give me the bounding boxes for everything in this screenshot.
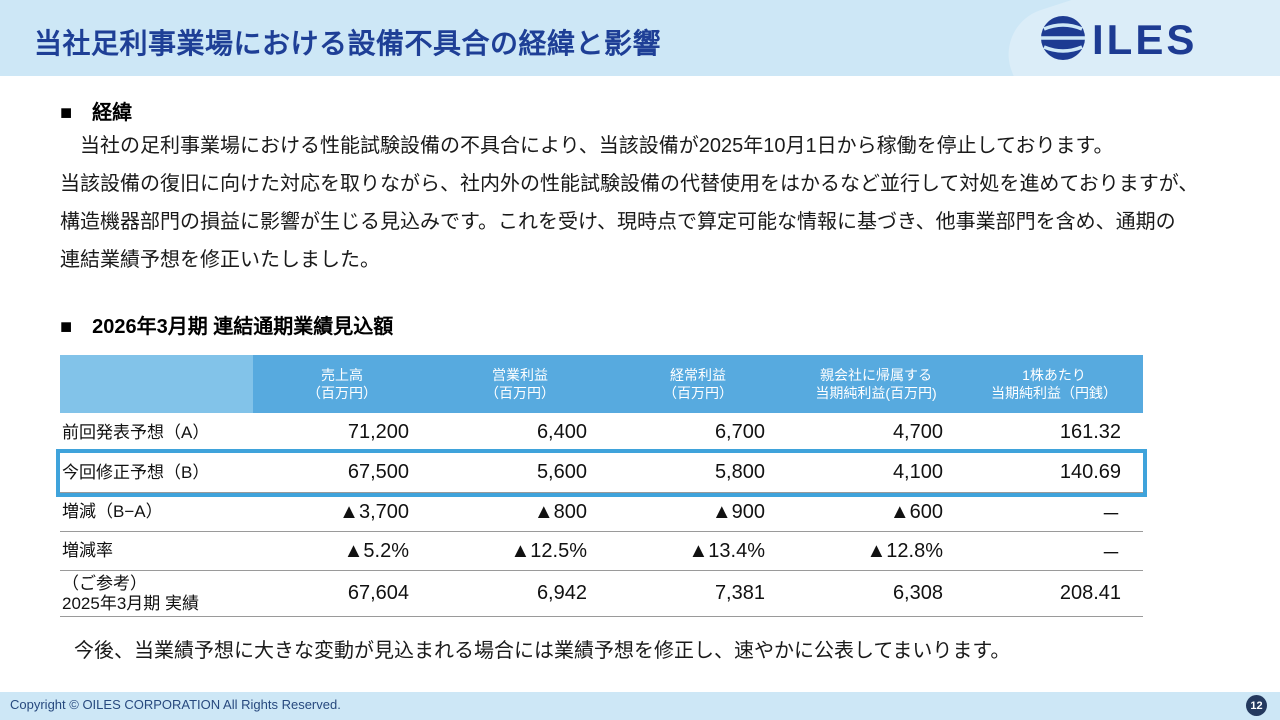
table-row-change-rate: 増減率 ▲5.2% ▲12.5% ▲13.4% ▲12.8% － [60,532,1143,571]
slide-title: 当社足利事業場における設備不具合の経緯と影響 [34,28,662,59]
page-number-badge: 12 [1246,695,1267,716]
paragraph-line: 連結業績予想を修正いたしました。 [60,249,380,271]
oiles-logo-graphic: ILES [1041,16,1197,63]
copyright-text: Copyright © OILES CORPORATION All Rights… [10,697,341,712]
table-row-revised-forecast: 今回修正予想（B） 67,500 5,600 5,800 4,100 140.6… [56,449,1147,497]
oiles-logo: ILES [1040,15,1236,66]
table-row-change: 増減（B−A） ▲3,700 ▲800 ▲900 ▲600 － [60,493,1143,532]
section-heading-background: ■ 経緯 [60,102,133,124]
table-header-operating-income: 営業利益 （百万円） [431,355,609,413]
paragraph-line: 当社の足利事業場における性能試験設備の不具合により、当該設備が2025年10月1… [60,135,1114,157]
table-header-eps: 1株あたり 当期純利益（円銭） [965,355,1143,413]
closing-note: 今後、当業績予想に大きな変動が見込まれる場合には業績予想を修正し、速やかに公表し… [74,640,1011,662]
logo-text: ILES [1092,16,1197,61]
table-header-sales: 売上高 （百万円） [253,355,431,413]
background-paragraph: 当社の足利事業場における性能試験設備の不具合により、当該設備が2025年10月1… [60,127,1240,279]
table-header-empty-cell [60,355,253,413]
table-row-prior-year-actual: （ご参考） 2025年3月期 実績 67,604 6,942 7,381 6,3… [60,571,1143,617]
section-heading-forecast: ■ 2026年3月期 連結通期業績見込額 [60,316,394,338]
table-row-previous-forecast: 前回発表予想（A） 71,200 6,400 6,700 4,700 161.3… [60,413,1143,453]
table-header-row: 売上高 （百万円） 営業利益 （百万円） 経常利益 （百万円） 親会社に帰属する… [60,355,1143,413]
paragraph-line: 当該設備の復旧に向けた対応を取りながら、社内外の性能試験設備の代替使用をはかるな… [60,173,1199,195]
forecast-table: 売上高 （百万円） 営業利益 （百万円） 経常利益 （百万円） 親会社に帰属する… [56,355,1147,617]
slide-header-bar: 当社足利事業場における設備不具合の経緯と影響 ILES [0,0,1280,158]
table-header-net-income: 親会社に帰属する 当期純利益(百万円) [787,355,965,413]
paragraph-line: 構造機器部門の損益に影響が生じる見込みです。これを受け、現時点で算定可能な情報に… [60,211,1176,233]
table-header-ordinary-income: 経常利益 （百万円） [609,355,787,413]
slide-footer-bar [0,692,1280,720]
